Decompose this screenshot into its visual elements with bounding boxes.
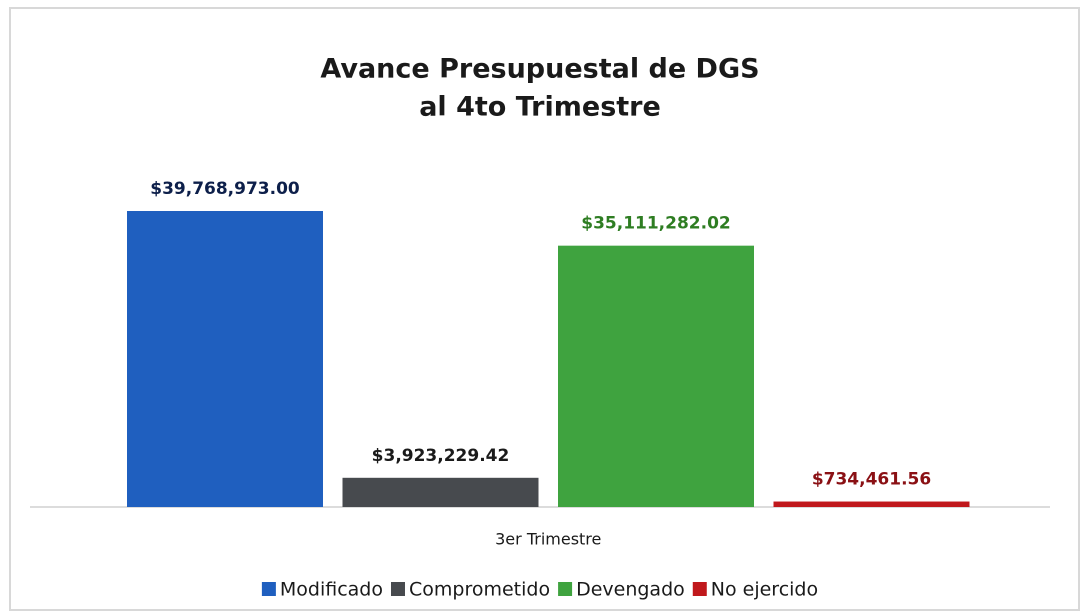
data-label: $39,768,973.00: [150, 179, 300, 199]
legend-swatch: [390, 582, 405, 596]
legend-swatch: [692, 582, 707, 596]
legend-label: Comprometido: [409, 579, 550, 601]
data-label: $734,461.56: [812, 470, 931, 490]
legend-label: No ejercido: [711, 579, 818, 601]
bar: [127, 211, 323, 507]
chart-title: al 4to Trimestre: [419, 92, 661, 123]
chart-title: Avance Presupuestal de DGS: [320, 54, 759, 85]
x-tick-label: 3er Trimestre: [495, 530, 601, 549]
bar: [342, 477, 539, 507]
data-label: $35,111,282.02: [581, 214, 731, 234]
bar: [558, 245, 754, 507]
legend-swatch: [261, 582, 276, 596]
legend-label: Devengado: [576, 579, 685, 601]
legend-swatch: [558, 582, 573, 596]
bar: [773, 501, 970, 507]
data-label: $3,923,229.42: [372, 446, 510, 466]
legend-label: Modificado: [280, 579, 383, 601]
